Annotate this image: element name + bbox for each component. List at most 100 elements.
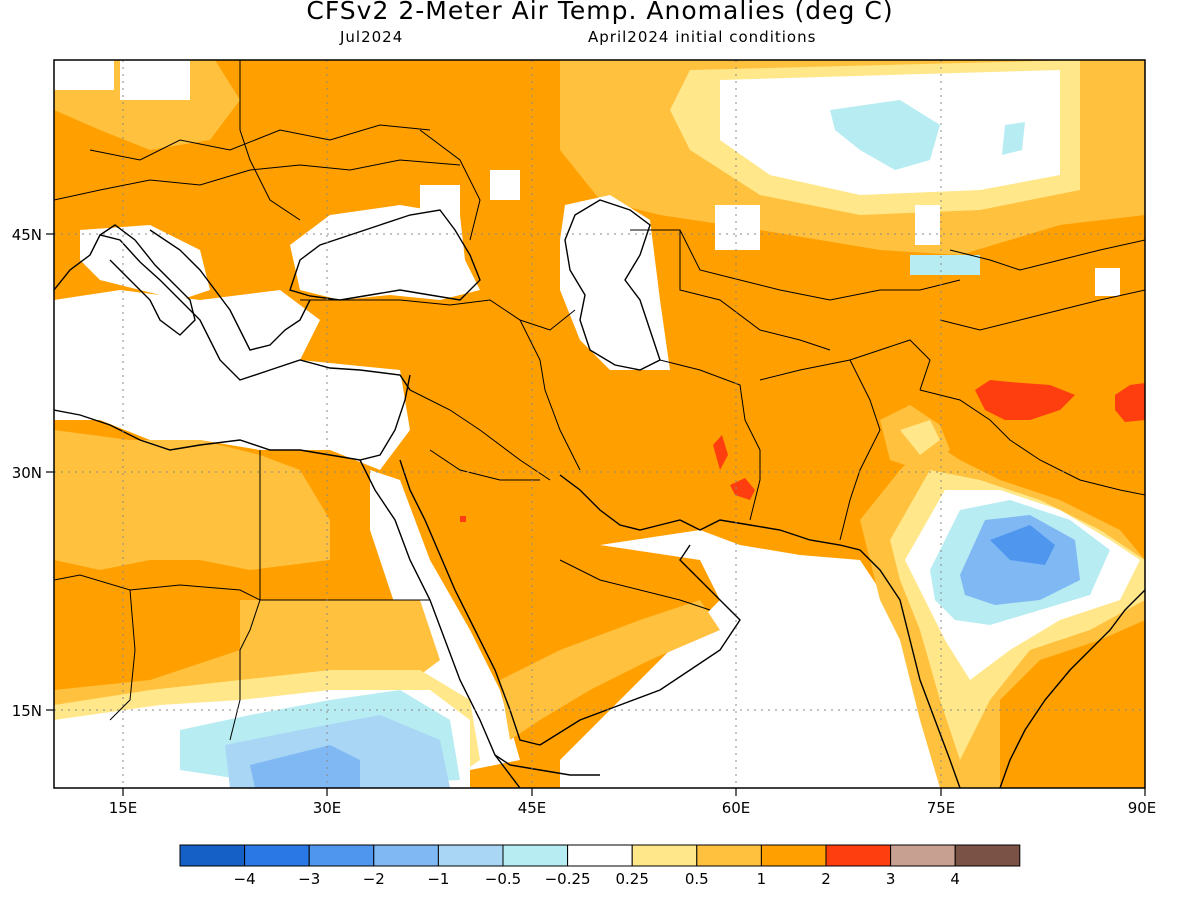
field-east-africa-cool-3: [250, 745, 360, 788]
y-tick-label-45n: 45N: [12, 226, 42, 244]
border-afghanistan-pakistan: [759, 339, 931, 391]
field-red-sea-neutral: [370, 470, 520, 770]
colorbar-swatch: [502, 844, 569, 867]
border-chad: [109, 589, 136, 721]
coast-mediterranean-north: [54, 234, 411, 391]
border-turkey: [300, 299, 576, 331]
field-north-cool: [830, 100, 940, 170]
initial-conditions-label: April2024 initial conditions: [588, 28, 817, 46]
border-ukraine-russia: [419, 129, 481, 241]
field-himalaya-band-2: [900, 420, 940, 455]
field-europe-white-2: [54, 60, 114, 90]
border-iraq-iran: [519, 319, 581, 471]
field-arabian-sea-neutral: [560, 530, 950, 788]
field-gap-4: [915, 205, 940, 245]
border-syria-iraq-saudi: [409, 389, 551, 481]
coast-gulf: [559, 474, 961, 788]
x-tick-label-90e: 90E: [1128, 799, 1157, 817]
colorbar-swatch: [308, 844, 375, 867]
coast-horn-africa: [494, 754, 600, 776]
field-yemen-light: [500, 600, 720, 740]
coast-red-sea-west: [359, 459, 521, 788]
colorbar: −4 −3 −2 −1 −0.5 −0.25 0.25 0.5 1 2 3 4: [179, 844, 1021, 888]
border-egypt-libya-sudan: [229, 450, 261, 741]
plot-frame: [53, 59, 1146, 789]
colorbar-swatch: [954, 844, 1021, 867]
colorbar-swatch: [696, 844, 762, 867]
border-central-asia-1: [630, 229, 961, 301]
colorbar-swatch: [179, 844, 246, 867]
graticule: [54, 60, 1145, 788]
coast-arabia-south: [539, 544, 741, 746]
coastlines: [54, 199, 1145, 788]
field-gap-5: [1095, 268, 1120, 296]
colorbar-label: −2: [363, 870, 385, 888]
field-africa-light: [54, 430, 330, 570]
colorbar-label: −1: [427, 870, 449, 888]
y-tick-label-30n: 30N: [12, 464, 42, 482]
coast-india-east: [999, 589, 1145, 788]
field-tibet-hot: [975, 380, 1075, 420]
colorbar-swatch: [760, 844, 827, 867]
colorbar-label: 2: [821, 870, 831, 888]
field-black-sea-neutral: [290, 205, 480, 300]
field-gap-6: [910, 255, 980, 275]
coast-balkans: [149, 229, 311, 351]
colorbar-swatch: [437, 844, 504, 867]
colorbar-swatch: [631, 844, 698, 867]
colorbar-swatch: [244, 844, 310, 867]
colorbar-label: −4: [234, 870, 256, 888]
border-europe-2: [89, 124, 431, 161]
border-kazakhstan-china: [949, 239, 1145, 271]
field-gap-3: [715, 205, 760, 250]
coast-red-sea-east: [399, 459, 541, 746]
x-tick-label-60e: 60E: [722, 799, 751, 817]
colorbar-label: 3: [886, 870, 896, 888]
country-borders: [54, 60, 1145, 741]
colorbar-label: 0.5: [685, 870, 709, 888]
field-caspian-neutral: [560, 195, 670, 370]
border-europe-3: [239, 60, 301, 221]
x-tick-label-75e: 75E: [927, 799, 956, 817]
field-iran-hot: [713, 435, 728, 470]
border-jordan-saudi: [429, 449, 540, 481]
colorbar-label: −0.25: [545, 870, 591, 888]
border-sudan-north: [54, 574, 430, 601]
field-europe-white: [120, 60, 190, 100]
border-pakistan-india: [839, 359, 881, 541]
colorbar-label: 4: [950, 870, 960, 888]
colorbar-label: 0.25: [615, 870, 648, 888]
border-arabia-interior: [559, 559, 711, 611]
colorbar-label: 1: [757, 870, 767, 888]
coast-italy: [99, 224, 196, 336]
field-arabia-hot-speck: [460, 516, 466, 522]
colorbar-swatch: [825, 844, 892, 867]
axis-ticks: [46, 233, 1146, 796]
target-month-label: Jul2024: [340, 28, 404, 46]
y-tick-label-15n: 15N: [12, 702, 42, 720]
border-iran-afghanistan: [659, 359, 761, 521]
colorbar-swatch: [567, 844, 633, 867]
x-tick-label-15e: 15E: [109, 799, 138, 817]
colorbar-label: −3: [298, 870, 320, 888]
border-central-asia-2: [679, 230, 831, 351]
field-italy-neutral: [80, 225, 210, 300]
anomaly-field: [54, 60, 1145, 788]
x-tick-label-45e: 45E: [518, 799, 547, 817]
map-title: CFSv2 2-Meter Air Temp. Anomalies (deg C…: [306, 0, 894, 25]
field-tibet-hot-2: [1115, 383, 1145, 422]
field-north-cool-2: [1002, 122, 1025, 155]
coast-black-sea: [289, 209, 481, 301]
border-india-china: [919, 389, 1145, 496]
border-europe-1: [54, 159, 461, 201]
field-mediterranean-neutral: [54, 290, 410, 470]
field-gap-1: [490, 170, 520, 200]
coast-levant-africa: [54, 374, 411, 461]
colorbar-label: −0.5: [485, 870, 521, 888]
colorbar-swatch: [373, 844, 439, 867]
x-tick-label-30e: 30E: [313, 799, 342, 817]
field-india-cool-3: [990, 525, 1055, 565]
field-gap-2: [420, 185, 460, 225]
border-china-north: [939, 289, 1145, 331]
